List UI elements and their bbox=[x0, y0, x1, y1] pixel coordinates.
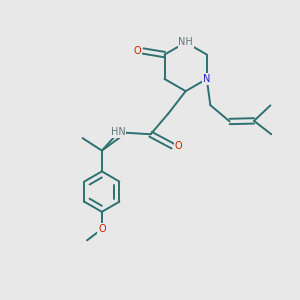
Text: O: O bbox=[98, 224, 106, 234]
Text: O: O bbox=[174, 141, 182, 151]
Text: N: N bbox=[203, 74, 211, 84]
Text: O: O bbox=[134, 46, 142, 56]
Text: NH: NH bbox=[178, 38, 193, 47]
Text: HN: HN bbox=[110, 127, 125, 137]
